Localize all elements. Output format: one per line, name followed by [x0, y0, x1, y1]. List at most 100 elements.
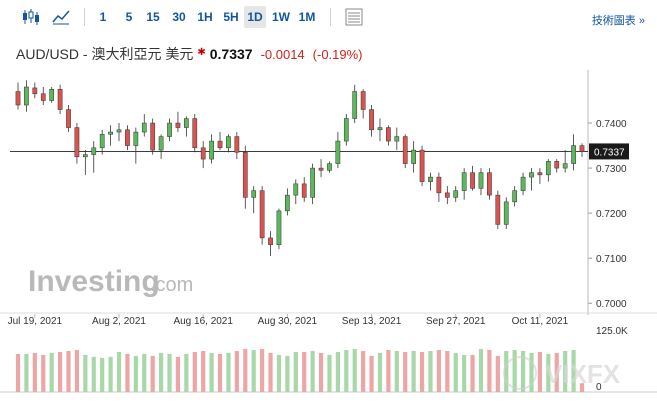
candle	[554, 159, 560, 173]
interval-1d[interactable]: 1D	[244, 6, 266, 28]
candle	[478, 168, 484, 196]
candle-body	[301, 183, 307, 198]
candle-body	[327, 163, 332, 171]
candle-body	[259, 190, 265, 239]
candle-body	[310, 167, 315, 198]
volume-bar	[49, 352, 54, 392]
candle	[116, 123, 122, 142]
candle-body	[99, 134, 105, 149]
candle	[74, 123, 80, 164]
candle-body	[545, 161, 551, 176]
candle	[242, 145, 248, 209]
x-tick-label: Sep 27, 2021	[426, 316, 486, 327]
candle	[394, 127, 400, 151]
interval-1min[interactable]: 1	[99, 10, 107, 24]
candle-body	[512, 190, 518, 203]
candle-body	[470, 172, 475, 189]
interval-5h[interactable]: 5H	[223, 10, 239, 24]
y-tick-label: 0.7000	[596, 299, 627, 310]
candle-body	[200, 147, 206, 160]
volume-bar	[260, 349, 265, 392]
candle-body	[402, 136, 408, 164]
area-chart-icon[interactable]	[50, 6, 72, 28]
vixfx-watermark: VIXFX	[503, 356, 621, 390]
volume-bar	[226, 352, 231, 392]
volume-bar	[394, 351, 399, 392]
candle-body	[91, 147, 97, 155]
candle-body	[537, 172, 543, 176]
candle	[141, 114, 147, 137]
candle	[209, 134, 214, 164]
candle	[217, 132, 223, 151]
volume-bar	[462, 354, 467, 392]
volume-bar	[159, 352, 164, 392]
table-view-icon[interactable]	[343, 6, 365, 28]
volume-bar	[24, 353, 29, 392]
candle	[82, 150, 88, 175]
volume-zero-label: 0	[596, 382, 602, 393]
volume-bar	[361, 351, 366, 392]
candle	[276, 208, 282, 250]
price-change-percent: (-0.19%)	[312, 47, 363, 62]
candle-body	[343, 118, 349, 142]
candle	[301, 177, 307, 202]
chart-toolbar: 1 5 15 30 1H 5H 1D 1W 1M 技術圖表 »	[0, 0, 657, 34]
candle-body	[158, 136, 164, 151]
candle-body	[503, 201, 509, 225]
interval-5min[interactable]: 5	[125, 10, 133, 24]
candle	[66, 105, 71, 133]
candle	[49, 87, 55, 103]
volume-bar	[133, 355, 138, 392]
interval-1m[interactable]: 1M	[298, 10, 316, 24]
technical-chart-link[interactable]: 技術圖表 »	[591, 15, 645, 27]
candle-body	[335, 140, 341, 164]
volume-bar	[335, 351, 340, 392]
volume-bar	[201, 351, 206, 392]
interval-15min[interactable]: 15	[146, 10, 160, 24]
volume-bar	[234, 351, 239, 392]
candlestick-chart-icon[interactable]	[20, 6, 42, 28]
candle	[318, 159, 324, 178]
volume-bar	[554, 352, 559, 392]
volume-bar	[83, 354, 88, 392]
candle-body	[293, 183, 299, 196]
candle	[335, 132, 341, 169]
candle-body	[428, 176, 433, 182]
volume-bar	[217, 353, 223, 392]
candle	[520, 172, 526, 196]
volume-bar	[15, 353, 21, 392]
volume-bar	[445, 351, 450, 392]
watermark-text: VIXFX	[545, 359, 621, 389]
candle-body	[66, 109, 71, 128]
candle-body	[167, 122, 172, 137]
candle-body	[461, 172, 467, 191]
volume-bar	[563, 351, 568, 392]
candle	[175, 111, 181, 133]
volume-bar	[276, 354, 282, 392]
x-tick-label: Aug 2, 2021	[92, 316, 146, 327]
candle-body	[444, 192, 450, 198]
volume-bar	[100, 357, 105, 392]
volume-bar	[285, 355, 290, 392]
volume-bar	[41, 354, 46, 392]
volume-bar	[520, 351, 526, 392]
interval-1h[interactable]: 1H	[197, 10, 213, 24]
candle	[343, 114, 349, 146]
interval-1w[interactable]: 1W	[272, 10, 290, 24]
volume-bar	[495, 355, 500, 392]
candle	[99, 129, 105, 155]
candle	[503, 197, 509, 229]
candle	[579, 143, 585, 157]
candle	[386, 125, 391, 146]
candle-body	[318, 167, 324, 171]
candle	[158, 134, 164, 160]
volume-bar	[453, 352, 458, 392]
candle-body	[49, 89, 55, 101]
candle-body	[419, 149, 425, 182]
interval-30min[interactable]: 30	[172, 10, 186, 24]
candle-body	[40, 93, 46, 101]
volume-bar	[436, 350, 441, 392]
candle-body	[369, 109, 374, 131]
y-tick-label: 0.7300	[596, 164, 627, 175]
